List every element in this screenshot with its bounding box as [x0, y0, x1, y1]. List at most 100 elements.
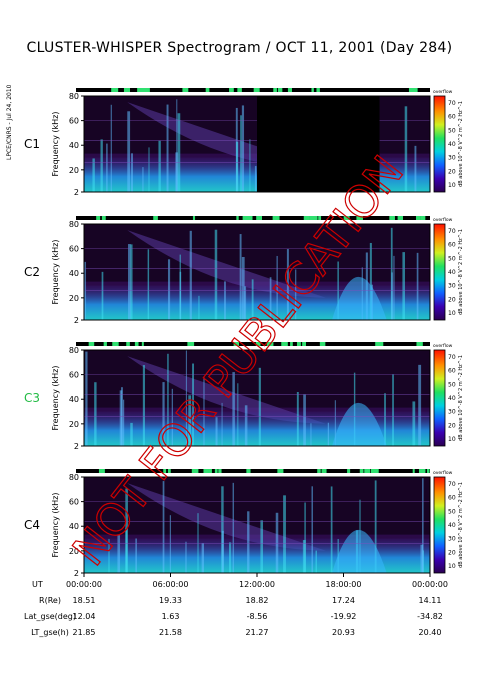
coverage-gap	[256, 88, 260, 92]
coverage-gap	[125, 88, 131, 92]
y-tick-label: 20	[69, 166, 79, 175]
emission-burst	[166, 104, 169, 192]
emission-burst	[412, 401, 416, 446]
coverage-gap	[134, 342, 139, 346]
coverage-gap	[123, 88, 128, 92]
coverage-gap	[412, 469, 415, 473]
coverage-gap	[266, 342, 274, 346]
emission-burst	[241, 256, 245, 320]
emission-burst	[241, 105, 245, 192]
coverage-gap	[303, 216, 310, 220]
emission-burst	[110, 104, 112, 192]
coverage-bar	[76, 342, 430, 346]
coverage-gap	[313, 216, 318, 220]
ephemeris-value: 18.51	[73, 596, 96, 605]
emission-burst	[188, 395, 192, 446]
coverage-gap	[205, 88, 210, 92]
emission-burst	[119, 390, 123, 446]
coverage-gap	[343, 216, 350, 220]
emission-burst	[122, 399, 125, 446]
y-tick-label: 80	[69, 473, 79, 482]
colorbar-tick-label: 40	[448, 395, 456, 402]
panel-frame	[83, 95, 431, 193]
coverage-gap	[377, 342, 384, 346]
coverage-gap	[397, 216, 404, 220]
coverage-gap	[416, 342, 423, 346]
y-tick-label: 40	[69, 141, 79, 150]
y-tick-label: 20	[69, 294, 79, 303]
x-tick-label: 00:00:00	[412, 580, 448, 589]
coverage-gap	[253, 88, 259, 92]
y-tick-label: 80	[69, 220, 79, 229]
dispersive-emission	[127, 230, 326, 298]
emission-burst	[404, 106, 408, 192]
coverage-gap	[192, 216, 196, 220]
emission-burst	[167, 259, 171, 320]
colorbar-label: dB above 10^-8 V^2 m^-2 Hz^-1	[458, 355, 464, 441]
coverage-gap	[359, 469, 364, 473]
coverage-gap	[103, 342, 107, 346]
emission-burst	[374, 480, 377, 573]
emission-burst	[330, 486, 333, 573]
y-tick-label: 20	[69, 547, 79, 556]
colorbar-tick-label: 40	[448, 141, 456, 148]
coverage-gap	[246, 469, 251, 473]
coverage-gap	[88, 342, 92, 346]
quiet-region	[84, 224, 430, 282]
colorbar-tick-label: 70	[448, 481, 456, 488]
coverage-gap	[277, 88, 283, 92]
colorbar-tick-label: 20	[448, 168, 456, 175]
colorbar-label: dB above 10^-8 V^2 m^-2 Hz^-1	[458, 101, 464, 187]
emission-burst	[239, 234, 242, 320]
y-tick-label: 40	[69, 522, 79, 531]
coverage-gap	[101, 216, 106, 220]
colorbar-tick-label: 20	[448, 422, 456, 429]
emission-burst	[131, 153, 133, 192]
coverage-gap	[257, 216, 262, 220]
spacecraft-label: C2	[24, 265, 40, 279]
coverage-gap	[214, 469, 218, 473]
y-tick-label: 40	[69, 269, 79, 278]
colorbar-tick-label: 30	[448, 155, 456, 162]
colorbar-tick-label: 70	[448, 100, 456, 107]
coverage-gap	[302, 342, 307, 346]
coverage-gap	[372, 469, 379, 473]
y-tick-label: 60	[69, 245, 79, 254]
emission-burst	[384, 393, 386, 446]
emission-burst	[192, 363, 195, 446]
colorbar-tick-label: 50	[448, 127, 456, 134]
coverage-gap	[141, 342, 144, 346]
coverage-gap	[290, 342, 293, 346]
coverage-gap	[245, 216, 253, 220]
emission-burst	[237, 383, 239, 446]
coverage-gap	[418, 469, 426, 473]
emission-burst	[85, 351, 88, 446]
y-tick-label: 2	[74, 442, 79, 451]
spacecraft-label: C4	[24, 518, 40, 532]
ephemeris-value: 20.93	[332, 628, 355, 637]
emission-burst	[249, 139, 251, 192]
ephemeris-value: 18.82	[246, 596, 269, 605]
emission-burst	[221, 530, 224, 573]
coverage-gap	[153, 216, 158, 220]
emission-burst	[162, 481, 165, 573]
ephemeris-value: 17.24	[332, 596, 355, 605]
y-axis-label: Frequency (kHz)	[51, 366, 60, 431]
coverage-gap	[278, 469, 282, 473]
colorbar-tick-label: 10	[448, 436, 456, 443]
colorbar-tick-label: 40	[448, 269, 456, 276]
ephemeris-value: 1.63	[162, 612, 180, 621]
emission-burst	[135, 538, 137, 573]
coverage-gap	[233, 342, 239, 346]
y-axis-label: Frequency (kHz)	[51, 240, 60, 305]
emission-burst	[215, 417, 218, 446]
coverage-gap	[126, 342, 130, 346]
y-axis-label: Frequency (kHz)	[51, 112, 60, 177]
panel-c3: overflow 2 20 40 60 80 Frequency (kHz) C3 10 20 30…	[24, 342, 464, 451]
emission-burst	[391, 272, 393, 320]
panel-frame	[83, 223, 431, 321]
y-tick-label: 80	[69, 346, 79, 355]
panel-c1: overflow 2 20 40 60 80 Frequency (kHz) C1 10 20 30…	[24, 88, 464, 197]
coverage-gap	[114, 342, 119, 346]
ephemeris-value: -8.56	[247, 612, 268, 621]
